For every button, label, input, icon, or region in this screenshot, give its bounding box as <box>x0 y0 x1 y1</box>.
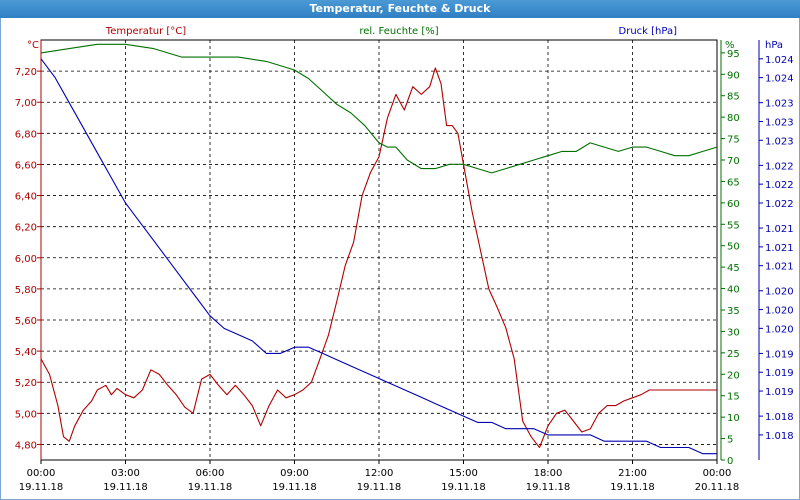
humidity-tick-label: 10 <box>727 413 740 424</box>
labels: 00:00 19.11.18 03:00 19.11.18 06:00 19.11.18 0… <box>15 26 794 493</box>
grid <box>40 39 718 461</box>
x-tick-date: 19.11.18 <box>188 482 233 493</box>
x-tick-time: 21:00 <box>618 468 647 479</box>
x-tick-date: 19.11.18 <box>526 482 571 493</box>
x-tick-date: 19.11.18 <box>610 482 655 493</box>
temperature-tick-label: 5,40 <box>15 347 37 358</box>
x-tick-date: 20.11.18 <box>695 482 740 493</box>
humidity-tick-label: 30 <box>727 327 740 338</box>
pressure-tick-label: 1.021 <box>765 262 794 273</box>
pressure-tick-label: 1.022 <box>765 199 794 210</box>
pressure-tick-label: 1.018 <box>765 431 794 442</box>
series-lines <box>40 43 718 455</box>
temperature-tick-label: 5,20 <box>15 378 37 389</box>
legend-entry: rel. Feuchte [%] <box>359 26 438 37</box>
temperature-tick-label: 7,00 <box>15 98 37 109</box>
axes <box>37 40 763 464</box>
pressure-tick-label: 1.019 <box>765 349 794 360</box>
pressure-tick-label: 1.022 <box>765 180 794 191</box>
pressure-tick-label: 1.021 <box>765 243 794 254</box>
pressure-tick-label: 1.022 <box>765 161 794 172</box>
temperature-tick-label: 5,00 <box>15 409 37 420</box>
humidity-tick-label: 20 <box>727 370 740 381</box>
series-line-temperature <box>40 67 717 449</box>
x-tick-date: 19.11.18 <box>19 482 64 493</box>
temperature-tick-label: 6,80 <box>15 129 37 140</box>
x-tick-date: 19.11.18 <box>272 482 317 493</box>
legend-entry: Temperatur [°C] <box>105 26 186 37</box>
temperature-unit-label: °C <box>27 40 39 51</box>
window-title: Temperatur, Feuchte & Druck <box>0 0 800 18</box>
humidity-tick-label: 95 <box>727 49 740 60</box>
humidity-tick-label: 50 <box>727 242 740 253</box>
humidity-tick-label: 40 <box>727 285 740 296</box>
x-tick-time: 03:00 <box>111 468 140 479</box>
humidity-tick-label: 15 <box>727 392 740 403</box>
x-tick-date: 19.11.18 <box>357 482 402 493</box>
x-tick-time: 00:00 <box>27 468 56 479</box>
x-tick-time: 00:00 <box>703 468 732 479</box>
humidity-tick-label: 25 <box>727 349 740 360</box>
pressure-tick-label: 1.019 <box>765 368 794 379</box>
legend-entry: Druck [hPa] <box>619 26 678 37</box>
pressure-unit-label: hPa <box>765 40 783 51</box>
chart-frame: 00:00 19.11.18 03:00 19.11.18 06:00 19.11.18 0… <box>0 18 800 500</box>
x-tick-date: 19.11.18 <box>441 482 486 493</box>
x-tick-time: 15:00 <box>449 468 478 479</box>
humidity-unit-label: % <box>725 40 735 51</box>
chart: 00:00 19.11.18 03:00 19.11.18 06:00 19.11.18 0… <box>15 26 794 493</box>
pressure-tick-label: 1.020 <box>765 324 794 335</box>
series-line-humidity <box>40 43 718 174</box>
x-tick-time: 18:00 <box>534 468 563 479</box>
temperature-tick-label: 6,20 <box>15 223 37 234</box>
x-tick-time: 12:00 <box>365 468 394 479</box>
pressure-tick-label: 1.020 <box>765 306 794 317</box>
x-tick-date: 19.11.18 <box>103 482 148 493</box>
humidity-tick-label: 80 <box>727 113 740 124</box>
temperature-tick-label: 7,20 <box>15 67 37 78</box>
humidity-tick-label: 45 <box>727 263 740 274</box>
pressure-tick-label: 1.023 <box>765 99 794 110</box>
series-line-pressure <box>40 58 717 455</box>
pressure-tick-label: 1.023 <box>765 136 794 147</box>
pressure-tick-label: 1.019 <box>765 387 794 398</box>
humidity-tick-label: 35 <box>727 306 740 317</box>
x-tick-time: 06:00 <box>196 468 225 479</box>
humidity-tick-label: 70 <box>727 156 740 167</box>
pressure-tick-label: 1.023 <box>765 117 794 128</box>
temperature-tick-label: 4,80 <box>15 440 37 451</box>
pressure-tick-label: 1.024 <box>765 74 794 85</box>
humidity-tick-label: 60 <box>727 199 740 210</box>
humidity-tick-label: 85 <box>727 92 740 103</box>
temperature-tick-label: 6,60 <box>15 160 37 171</box>
humidity-tick-label: 0 <box>727 456 733 467</box>
humidity-tick-label: 5 <box>727 435 733 446</box>
humidity-tick-label: 75 <box>727 135 740 146</box>
temperature-tick-label: 5,60 <box>15 316 37 327</box>
humidity-tick-label: 90 <box>727 70 740 81</box>
humidity-tick-label: 55 <box>727 220 740 231</box>
pressure-tick-label: 1.020 <box>765 287 794 298</box>
temperature-tick-label: 5,80 <box>15 285 37 296</box>
temperature-tick-label: 6,00 <box>15 254 37 265</box>
humidity-tick-label: 65 <box>727 177 740 188</box>
temperature-tick-label: 6,40 <box>15 192 37 203</box>
x-tick-time: 09:00 <box>280 468 309 479</box>
pressure-tick-label: 1.024 <box>765 55 794 66</box>
pressure-tick-label: 1.018 <box>765 412 794 423</box>
pressure-tick-label: 1.021 <box>765 224 794 235</box>
